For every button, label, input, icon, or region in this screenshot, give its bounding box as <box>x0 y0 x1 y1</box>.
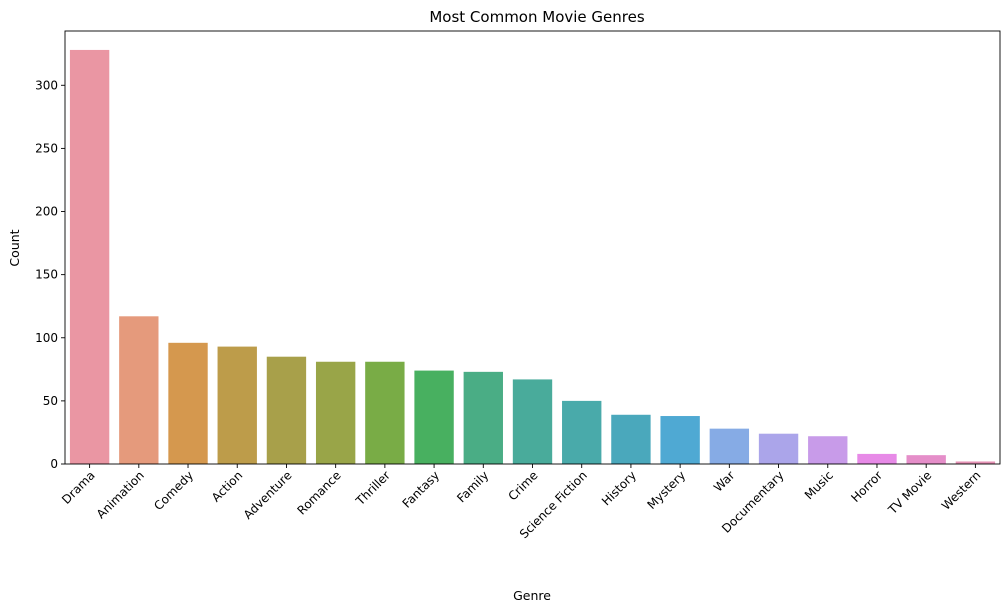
x-tick-label: Thriller <box>353 468 393 508</box>
x-tick-label: Adventure <box>241 468 295 522</box>
x-tick-label: TV Movie <box>885 468 934 517</box>
plot-frame <box>64 30 1001 465</box>
bar-action <box>217 346 257 464</box>
bar-animation <box>119 316 159 464</box>
bar-war <box>709 428 750 464</box>
x-tick-label: Animation <box>94 468 147 521</box>
bar-western <box>955 461 996 464</box>
y-tick-label: 300 <box>35 78 58 92</box>
bar-family <box>463 371 503 464</box>
x-tick-label: Horror <box>848 468 885 505</box>
y-tick-label: 0 <box>50 457 58 471</box>
bar-comedy <box>168 342 208 464</box>
x-tick-label: Music <box>802 468 836 502</box>
x-tick-label: War <box>711 468 737 494</box>
x-tick-label: Mystery <box>645 468 689 512</box>
x-tick-label: Crime <box>505 468 540 503</box>
bar-history <box>611 414 651 464</box>
y-tick-label: 250 <box>35 141 58 155</box>
x-tick-label: Family <box>454 468 491 505</box>
bar-science-fiction <box>562 400 602 464</box>
bar-horror <box>857 453 897 464</box>
y-axis-label: Count <box>7 229 22 266</box>
x-tick-label: Western <box>939 468 984 513</box>
bars-group <box>69 49 996 464</box>
y-tick-label: 150 <box>35 268 58 282</box>
bar-adventure <box>266 356 307 464</box>
x-axis-label: Genre <box>513 588 551 603</box>
bar-mystery <box>660 416 700 464</box>
bar-documentary <box>758 433 799 464</box>
x-tick-label: Drama <box>59 468 98 507</box>
bar-fantasy <box>414 370 454 464</box>
bar-tv-movie <box>906 455 946 464</box>
y-tick-label: 100 <box>35 331 58 345</box>
y-tick-label: 200 <box>35 205 58 219</box>
bar-crime <box>512 379 553 464</box>
x-tick-label: Romance <box>294 468 343 517</box>
y-tick-label: 50 <box>43 394 58 408</box>
x-tick-label: Fantasy <box>400 468 443 511</box>
x-tick-label: Action <box>209 468 245 504</box>
chart-title: Most Common Movie Genres <box>429 8 644 26</box>
x-tick-label: Comedy <box>151 468 196 513</box>
bar-drama <box>69 49 110 464</box>
bar-romance <box>315 361 356 464</box>
bar-music <box>808 436 848 464</box>
bar-thriller <box>365 361 405 464</box>
x-tick-label: History <box>599 468 639 508</box>
y-axis: 0 50 100 150 200 250 300 <box>35 78 65 471</box>
